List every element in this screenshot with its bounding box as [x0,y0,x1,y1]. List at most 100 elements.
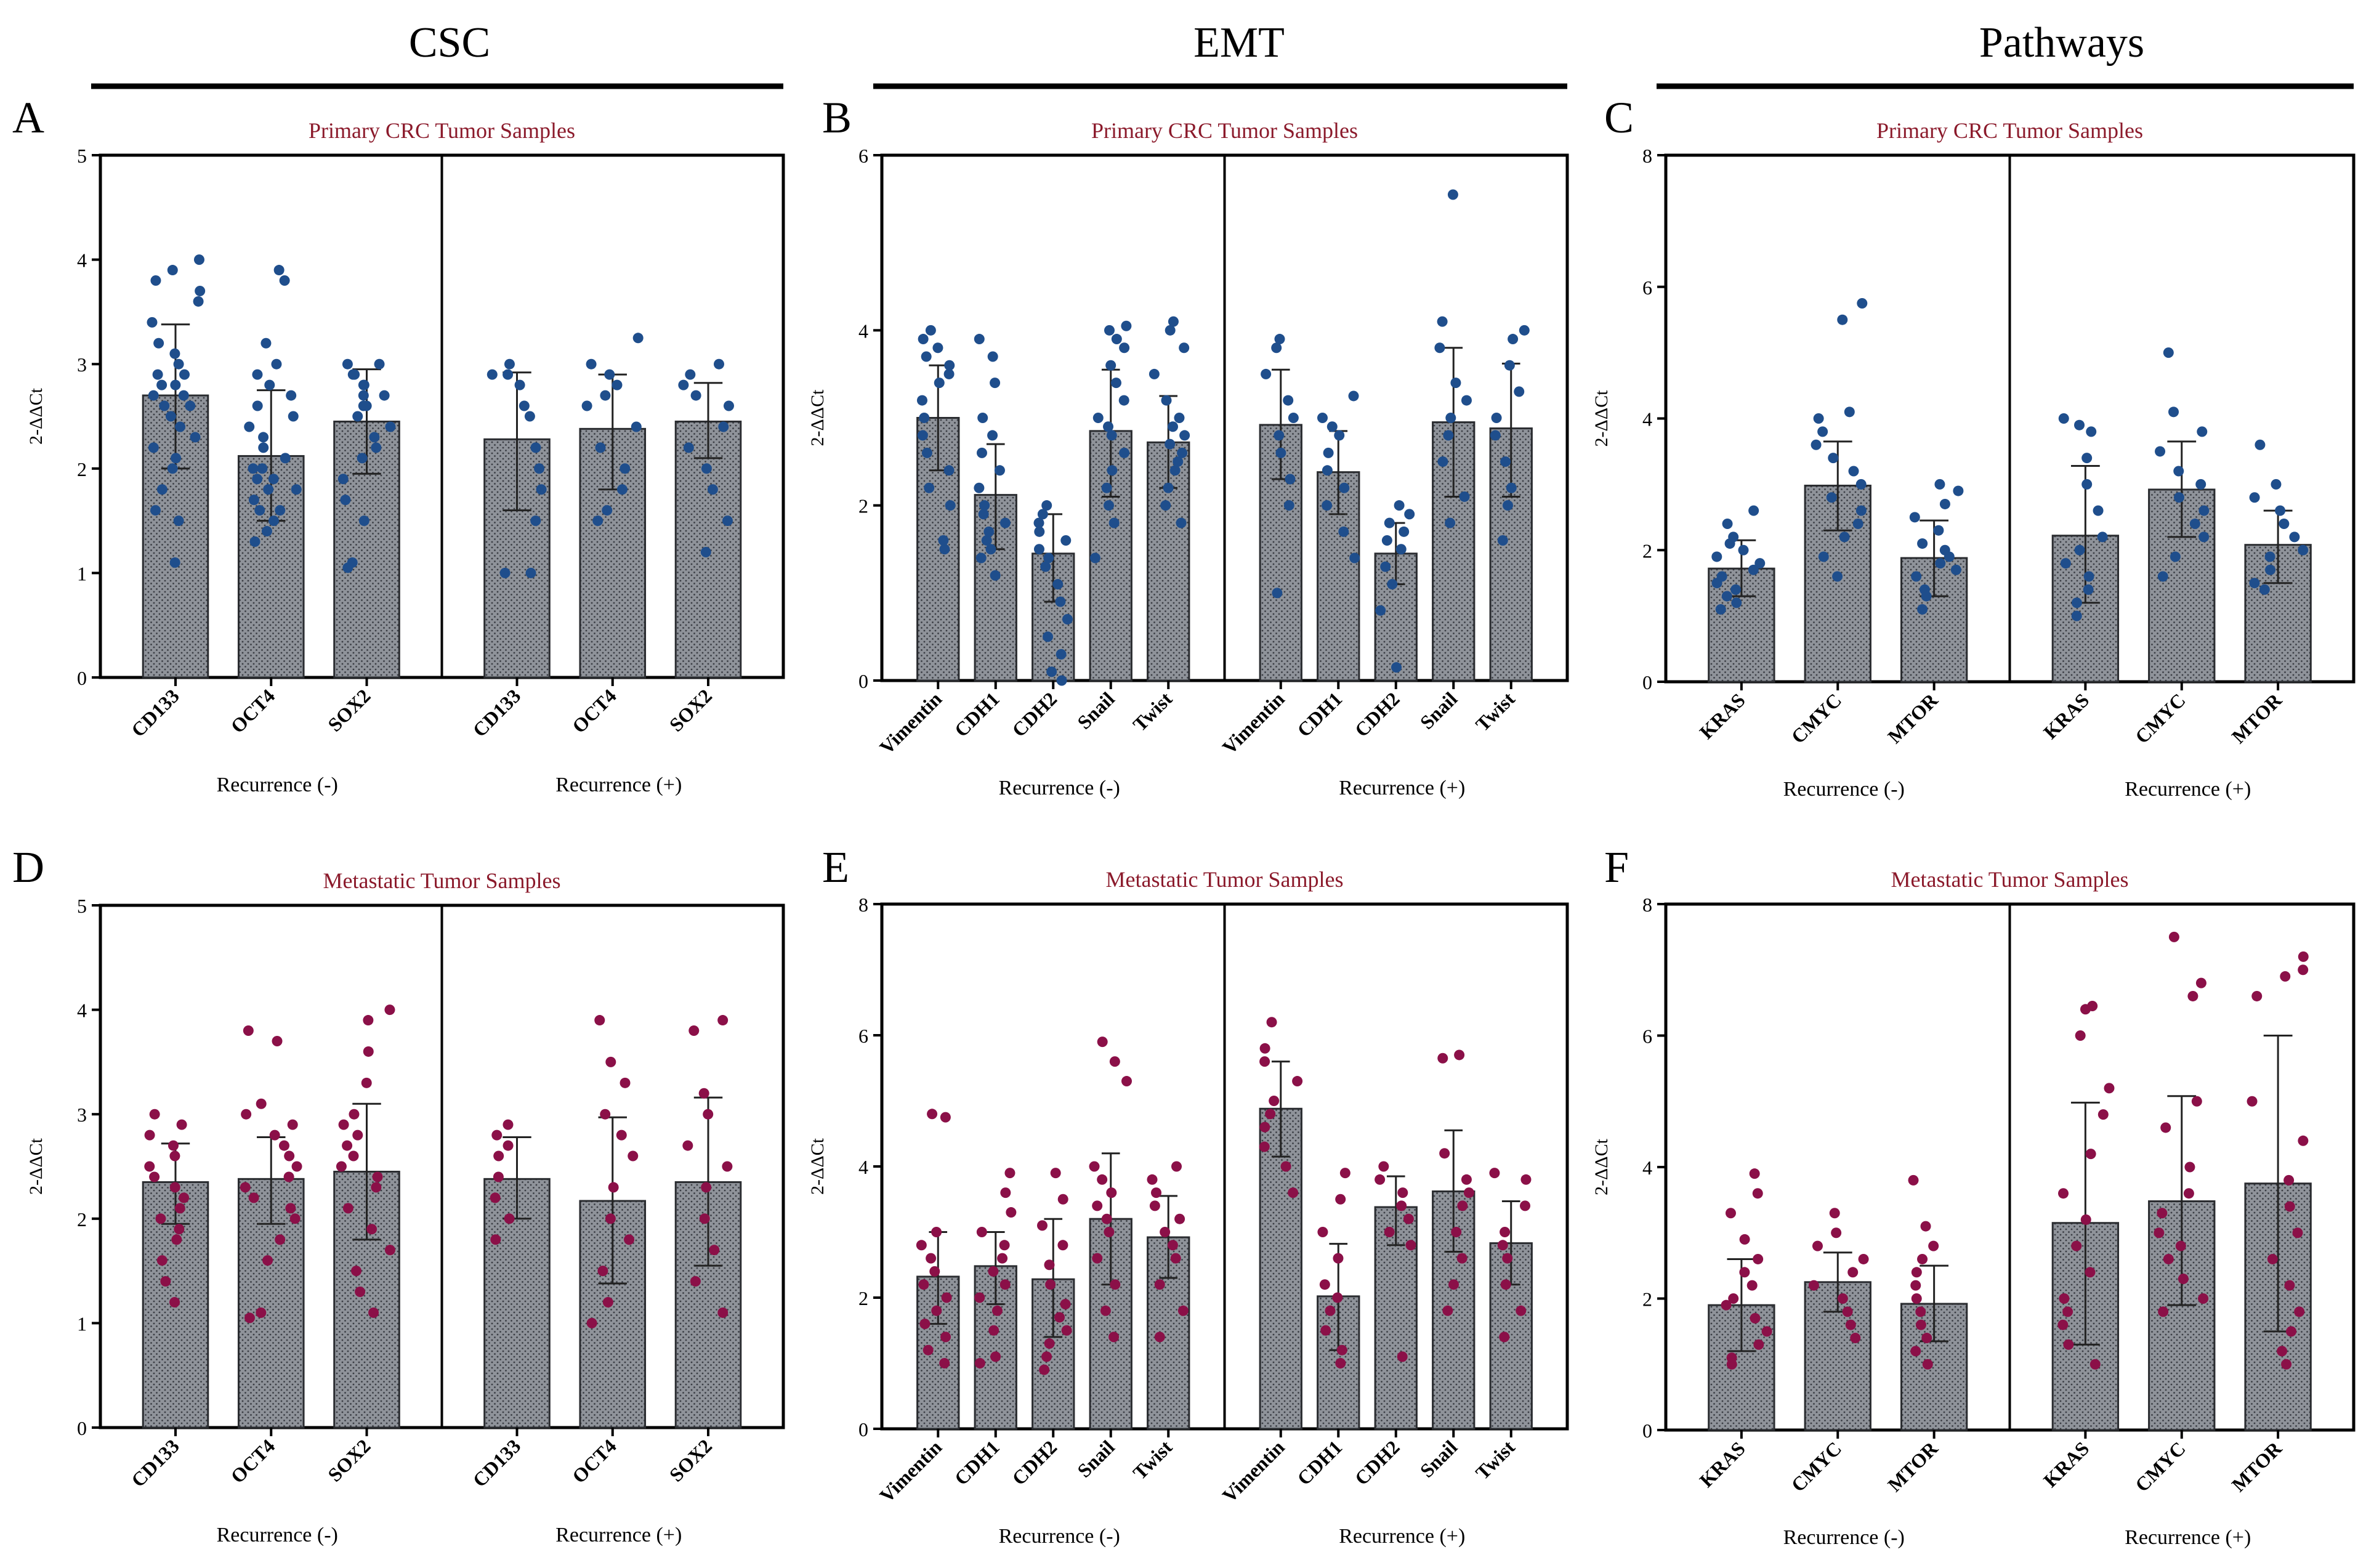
data-point [941,1292,952,1303]
data-point [169,1150,180,1162]
data-point [923,1344,934,1356]
data-point [2071,597,2082,608]
data-point [1459,491,1470,502]
data-point [2085,1267,2096,1278]
data-point [2173,466,2184,477]
group-label: Recurrence (-) [1783,1526,1905,1549]
data-point [1334,430,1345,441]
data-point [581,400,592,411]
data-point [943,368,955,379]
data-point [919,1319,931,1330]
data-point [688,1025,700,1037]
panel-title: Metastatic Tumor Samples [1106,867,1344,892]
data-point [534,463,545,474]
data-point [1037,509,1048,520]
data-point [1721,591,1732,602]
data-point [1040,561,1051,572]
data-point [1055,596,1066,607]
data-point [2187,990,2198,1001]
data-point [945,500,956,511]
y-tick-label: 6 [858,145,868,167]
data-point [2058,1188,2069,1199]
data-point [698,1088,709,1099]
data-point [1391,662,1402,673]
data-point [147,317,158,328]
data-point [2284,1201,2295,1212]
section-header-csc-label: CSC [409,19,490,67]
data-point [1845,1319,1856,1330]
data-point [1043,552,1054,564]
data-point [1722,519,1733,529]
data-point [1033,544,1044,555]
group-label: Recurrence (+) [1339,777,1465,799]
data-point [1397,1187,1408,1198]
y-axis-label: 2-ΔΔCt [26,387,46,445]
data-point [1910,1280,1921,1291]
data-point [2080,1214,2091,1225]
data-point [1168,316,1179,327]
data-point [1728,531,1739,543]
data-point [1716,571,1727,582]
data-point [1271,342,1282,354]
data-point [1163,482,1174,493]
group-label: Recurrence (+) [2125,1526,2251,1549]
data-point [1811,439,1822,450]
data-point [1170,1253,1181,1264]
data-point [1405,1240,1416,1251]
y-tick-label: 8 [858,894,868,916]
data-point [272,1035,283,1046]
data-point [1288,1187,1299,1198]
data-point [173,515,184,527]
data-point [999,1279,1011,1290]
data-point [2062,1306,2073,1317]
panels-layer: A Primary CRC Tumor Samples0123452-ΔΔCtCD… [12,93,2356,1549]
data-point [357,453,368,464]
data-point [701,463,712,474]
data-point [1092,1253,1103,1264]
data-point [1852,519,1863,529]
data-point [1265,1109,1276,1120]
data-point [385,421,396,432]
data-point [2271,479,2282,490]
data-point [2183,1188,2194,1199]
data-point [994,465,1005,476]
data-point [1761,1326,1772,1337]
y-tick-label: 2 [77,458,87,480]
data-point [1721,1299,1732,1311]
data-point [722,1161,733,1172]
y-tick-label: 0 [858,1418,868,1441]
data-point [171,1234,182,1245]
data-point [490,1234,501,1245]
data-point [690,1276,701,1287]
x-tick-label: OCT4 [226,1434,279,1487]
data-point [2081,453,2093,464]
x-tick-label: CDH2 [1007,687,1061,741]
data-point [632,333,644,344]
data-point [2251,990,2263,1001]
data-point [1062,613,1073,624]
data-point [1041,500,1052,511]
data-point [1848,466,1859,477]
y-tick-label: 0 [1642,1420,1652,1442]
x-tick-label: KRAS [2039,689,2093,743]
x-tick-label: CDH1 [1293,687,1346,741]
data-point [1292,1076,1303,1087]
data-point [620,463,631,474]
data-point [2071,1240,2082,1251]
data-point [1165,325,1176,336]
data-point [284,1150,295,1162]
data-point [1272,588,1283,599]
data-point [987,351,998,362]
data-point [2074,419,2085,430]
data-point [1384,1227,1395,1237]
x-tick-label: Vimentin [1218,1436,1289,1506]
data-point [256,1307,267,1318]
data-point [2189,519,2200,529]
data-point [347,369,358,380]
data-point [379,390,390,401]
data-point [1911,571,1922,582]
data-point [1831,1227,1842,1239]
data-point [1322,465,1333,476]
y-tick-label: 4 [77,249,87,272]
group-label: Recurrence (-) [999,777,1120,799]
